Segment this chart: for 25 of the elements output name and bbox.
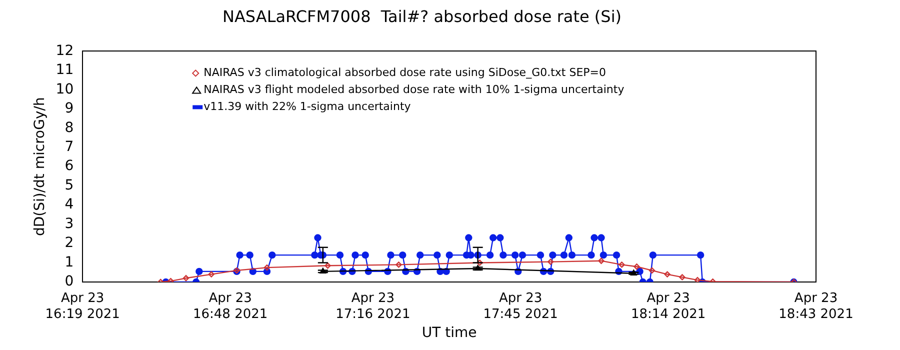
x-tick-label: Apr 23 16:19 2021: [45, 291, 120, 322]
legend-label: NAIRAS v3 flight modeled absorbed dose rate with 10% 1-sigma uncertainty: [204, 83, 625, 96]
y-tick-label: 8: [64, 120, 74, 136]
y-tick-label: 0: [64, 274, 74, 290]
y-tick-label: 11: [56, 62, 74, 78]
y-tick-label: 6: [64, 158, 74, 174]
y-tick-label: 3: [64, 216, 74, 232]
y-tick-label: 9: [64, 100, 74, 117]
y-tick-label: 10: [56, 81, 74, 98]
legend-label: NAIRAS v3 climatological absorbed dose rate using SiDose_G0.txt SEP=0: [204, 66, 606, 80]
legend-label: v11.39 with 22% 1-sigma uncertainty: [204, 100, 412, 114]
y-tick-label: 4: [64, 196, 74, 213]
x-tick-label: Apr 23 17:16 2021: [336, 291, 410, 322]
x-tick-label: Apr 23 16:48 2021: [192, 291, 268, 322]
chart-title: NASALaRCFM7008 Tail#? absorbed dose rate (Si): [222, 6, 622, 26]
x-tick-label: Apr 23 17:45 2021: [483, 291, 558, 322]
y-tick-label: 1: [64, 254, 74, 270]
y-tick-label: 7: [64, 139, 74, 156]
x-axis-title: UT time: [422, 325, 477, 342]
y-tick-label: 2: [64, 235, 74, 252]
y-axis-title: dD(Si)/dt microGy/h: [32, 97, 48, 236]
x-tick-label: Apr 23 18:14 2021: [630, 291, 706, 322]
y-tick-label: 12: [56, 42, 74, 59]
y-tick-label: 5: [64, 177, 74, 194]
x-tick-label: Apr 23 18:43 2021: [778, 291, 854, 322]
